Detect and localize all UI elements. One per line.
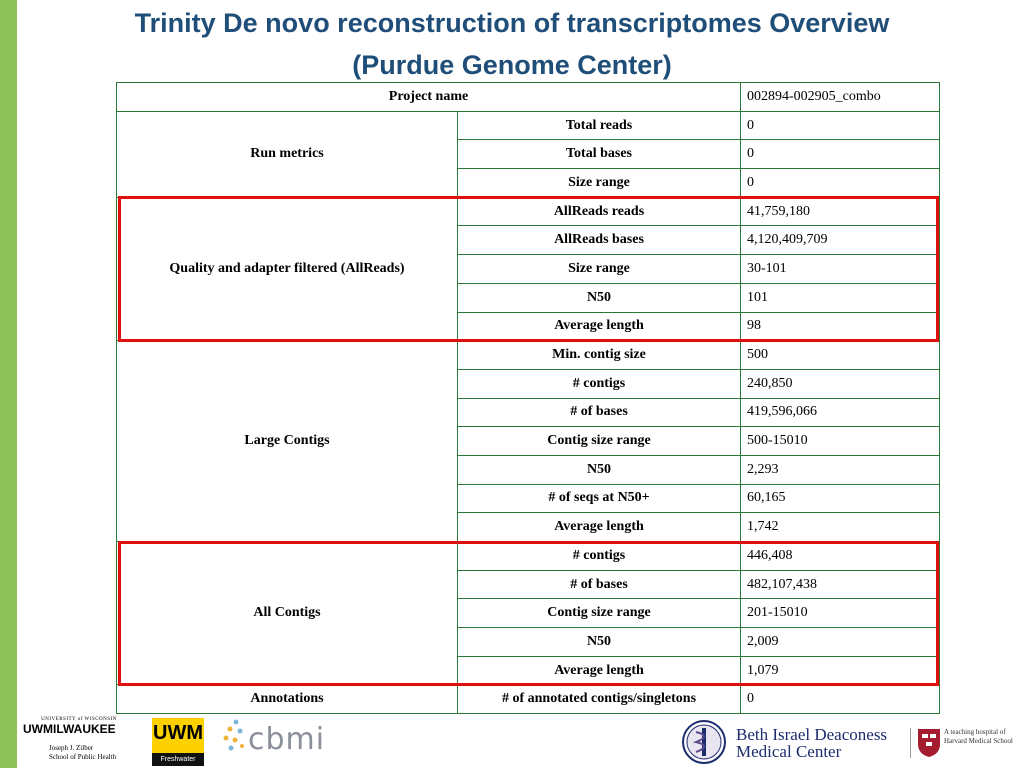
metric-value: 201-15010	[740, 598, 940, 629]
harvard-text: A teaching hospital of Harvard Medical S…	[944, 728, 1013, 746]
bidmc-logo: Beth Israel Deaconess Medical Center	[680, 716, 915, 766]
metric-value: 0	[740, 168, 940, 198]
metric-value: 419,596,066	[740, 397, 940, 428]
metric-value: 0	[740, 139, 940, 170]
metric-value: 446,408	[740, 541, 940, 571]
table-row: N50 2,293	[117, 454, 940, 485]
metric-label: # of bases	[457, 569, 741, 600]
metric-value: 0	[740, 684, 940, 715]
metric-value: 101	[740, 282, 940, 313]
metric-value: 4,120,409,709	[740, 225, 940, 256]
table-row: Large Contigs Min. contig size 500	[116, 340, 940, 542]
group-label: All Contigs	[116, 540, 458, 686]
group-label: Large Contigs	[116, 340, 458, 542]
metric-label: AllReads reads	[457, 196, 741, 227]
zilber-line-1: Joseph J. Zilber	[49, 744, 94, 752]
table-row: Quality and adapter filtered (AllReads) A…	[116, 196, 940, 342]
zilber-line-2: School of Public Health	[49, 753, 117, 761]
metric-value: 0	[740, 110, 940, 141]
metric-value: 1,742	[740, 512, 940, 542]
metric-value: 500	[740, 340, 940, 370]
metric-label: Average length	[457, 512, 741, 542]
metric-label: Contig size range	[457, 598, 741, 629]
metric-value: 500-15010	[740, 426, 940, 456]
cbmi-wordmark: cbmi	[248, 722, 326, 757]
table-row: Contig size range 201-15010	[117, 598, 940, 629]
summary-table-body: Project name 002894-002905_combo Run met…	[116, 82, 940, 715]
table-row: All Contigs # contigs 446,408	[116, 540, 940, 686]
harvard-shield-icon	[918, 729, 940, 757]
metric-value: 41,759,180	[740, 196, 940, 227]
metric-label: Total reads	[457, 110, 741, 141]
table-row: Run metrics Total reads 0	[116, 110, 940, 198]
metric-value: 1,079	[740, 655, 940, 686]
table-row: # of seqs at N50+ 60,165	[117, 483, 940, 514]
left-accent-bar	[0, 0, 17, 768]
zilber-school-name: Joseph J. Zilber School of Public Health	[49, 744, 135, 762]
uwm-freshwater-sub: Freshwater	[152, 753, 204, 766]
group-label: Run metrics	[116, 110, 458, 198]
assembly-summary-table: Project name 002894-002905_combo Run met…	[116, 82, 940, 715]
slide-title: Trinity De novo reconstruction of transc…	[60, 2, 964, 86]
cbmi-dots-icon	[223, 719, 244, 751]
table-row: Average length 98	[117, 311, 940, 342]
metric-value: 482,107,438	[740, 569, 940, 600]
metric-label: Size range	[457, 254, 741, 284]
group-label: Annotations	[116, 684, 458, 715]
harvard-divider	[910, 728, 911, 758]
project-name-value: 002894-002905_combo	[740, 82, 940, 112]
metric-label: # contigs	[457, 368, 741, 399]
metric-label: # of bases	[457, 397, 741, 428]
metric-value: 240,850	[740, 368, 940, 399]
metric-label: N50	[457, 282, 741, 313]
table-row: Average length 1,742	[117, 512, 940, 542]
uwm-university-line: UNIVERSITY of WISCONSIN	[41, 717, 117, 722]
metric-label: N50	[457, 454, 741, 485]
table-row: Total bases 0	[117, 139, 940, 170]
metric-label: Min. contig size	[457, 340, 741, 370]
uwm-freshwater-mark: UWM	[153, 722, 203, 744]
metric-value: 30-101	[740, 254, 940, 284]
metric-value: 2,293	[740, 454, 940, 485]
metric-label: Average length	[457, 311, 741, 342]
uwm-name: UWMILWAUKEE	[23, 722, 116, 736]
metric-value: 60,165	[740, 483, 940, 514]
metric-value: 98	[740, 311, 940, 342]
bidmc-name-line-1: Beth Israel Deaconess	[736, 725, 888, 744]
bidmc-emblem-icon	[682, 720, 726, 764]
metric-label: # contigs	[457, 541, 741, 571]
metric-label: Average length	[457, 655, 741, 686]
table-row: AllReads bases 4,120,409,709	[117, 225, 940, 256]
harvard-line-2: Harvard Medical School	[944, 737, 1013, 745]
table-row: Contig size range 500-15010	[117, 426, 940, 456]
harvard-logo: A teaching hospital of Harvard Medical S…	[910, 726, 1022, 762]
uwm-freshwater-logo: UWM Freshwater	[152, 718, 204, 766]
table-row: N50 101	[117, 282, 940, 313]
metric-label: # of annotated contigs/singletons	[457, 684, 741, 715]
table-row: N50 2,009	[117, 627, 940, 657]
metric-label: Total bases	[457, 139, 741, 170]
uwm-zilber-logo: UNIVERSITY of WISCONSIN UWMILWAUKEE Jose…	[23, 717, 135, 762]
table-row: Size range 30-101	[117, 254, 940, 284]
metric-label: Size range	[457, 168, 741, 198]
harvard-line-1: A teaching hospital of	[944, 728, 1006, 736]
group-label: Quality and adapter filtered (AllReads)	[116, 196, 458, 342]
metric-label: Contig size range	[457, 426, 741, 456]
metric-label: N50	[457, 627, 741, 657]
table-row: # of bases 482,107,438	[117, 569, 940, 600]
title-line-1: Trinity De novo reconstruction of transc…	[134, 8, 890, 38]
table-row: Annotations # of annotated contigs/single…	[116, 684, 940, 715]
metric-label: AllReads bases	[457, 225, 741, 256]
metric-value: 2,009	[740, 627, 940, 657]
table-row: Project name 002894-002905_combo	[116, 82, 940, 112]
metric-label: # of seqs at N50+	[457, 483, 741, 514]
bidmc-name-line-2: Medical Center	[736, 742, 842, 761]
cbmi-logo: cbmi	[222, 718, 332, 762]
table-row: # of bases 419,596,066	[117, 397, 940, 428]
bidmc-name: Beth Israel Deaconess Medical Center	[736, 726, 887, 760]
title-line-2: (Purdue Genome Center)	[352, 50, 672, 80]
table-row: Average length 1,079	[117, 655, 940, 686]
project-name-label: Project name	[116, 82, 741, 112]
